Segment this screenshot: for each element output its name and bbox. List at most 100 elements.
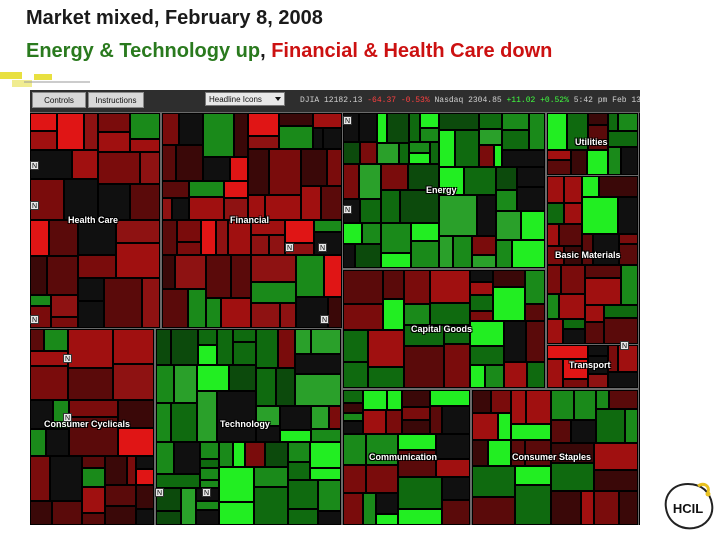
stock-cell[interactable] bbox=[383, 299, 404, 330]
stock-cell[interactable] bbox=[479, 129, 502, 145]
stock-cell[interactable] bbox=[156, 403, 171, 442]
stock-cell[interactable] bbox=[116, 220, 160, 243]
stock-cell[interactable] bbox=[472, 497, 515, 525]
stock-cell[interactable] bbox=[493, 270, 525, 287]
stock-cell[interactable] bbox=[404, 304, 430, 325]
stock-cell[interactable] bbox=[78, 220, 116, 255]
sector-communication[interactable]: Communication bbox=[342, 389, 471, 525]
stock-cell[interactable] bbox=[547, 203, 564, 224]
stock-cell[interactable] bbox=[231, 255, 251, 298]
stock-cell[interactable] bbox=[295, 374, 341, 406]
stock-cell[interactable] bbox=[398, 450, 436, 477]
stock-cell[interactable] bbox=[504, 362, 527, 388]
stock-cell[interactable] bbox=[229, 365, 256, 391]
stock-cell[interactable] bbox=[404, 346, 444, 388]
stock-cell[interactable] bbox=[387, 113, 409, 143]
stock-cell[interactable] bbox=[51, 317, 78, 328]
stock-cell[interactable] bbox=[387, 390, 402, 410]
stock-cell[interactable] bbox=[479, 113, 502, 129]
stock-cell[interactable] bbox=[69, 400, 118, 417]
stock-cell[interactable] bbox=[279, 113, 313, 126]
stock-cell[interactable] bbox=[140, 152, 160, 184]
stock-cell[interactable] bbox=[279, 126, 313, 149]
stock-cell[interactable] bbox=[381, 190, 400, 223]
stock-cell[interactable] bbox=[526, 321, 545, 362]
stock-cell[interactable] bbox=[571, 150, 587, 175]
stock-cell[interactable] bbox=[517, 167, 545, 187]
stock-cell[interactable] bbox=[46, 429, 69, 456]
stock-cell[interactable] bbox=[360, 142, 377, 164]
stock-cell[interactable] bbox=[582, 234, 593, 265]
stock-cell[interactable] bbox=[82, 513, 105, 525]
stock-cell[interactable] bbox=[196, 501, 219, 510]
stock-cell[interactable] bbox=[436, 459, 470, 477]
stock-cell[interactable] bbox=[318, 480, 341, 511]
stock-cell[interactable] bbox=[594, 491, 619, 525]
stock-cell[interactable] bbox=[68, 368, 113, 400]
sector-consumer-staples[interactable]: Consumer Staples bbox=[471, 389, 639, 525]
stock-cell[interactable] bbox=[593, 234, 619, 265]
stock-cell[interactable] bbox=[72, 150, 98, 179]
stock-cell[interactable] bbox=[355, 244, 381, 268]
stock-cell[interactable] bbox=[82, 456, 105, 468]
headline-icon[interactable]: N bbox=[343, 116, 352, 125]
stock-cell[interactable] bbox=[430, 142, 439, 164]
stock-cell[interactable] bbox=[608, 147, 621, 175]
stock-cell[interactable] bbox=[343, 421, 363, 434]
stock-cell[interactable] bbox=[216, 220, 228, 255]
stock-cell[interactable] bbox=[181, 488, 196, 525]
stock-cell[interactable] bbox=[206, 255, 231, 298]
stock-cell[interactable] bbox=[57, 113, 84, 150]
headline-icon[interactable]: N bbox=[343, 205, 352, 214]
stock-cell[interactable] bbox=[411, 223, 439, 241]
stock-cell[interactable] bbox=[162, 289, 188, 328]
stock-cell[interactable] bbox=[156, 511, 181, 525]
stock-cell[interactable] bbox=[444, 344, 470, 388]
stock-cell[interactable] bbox=[84, 113, 98, 150]
sector-energy[interactable]: Energy bbox=[342, 112, 546, 269]
stock-cell[interactable] bbox=[439, 195, 477, 236]
stock-cell[interactable] bbox=[582, 176, 599, 197]
sector-financial[interactable]: Financial bbox=[161, 112, 343, 329]
stock-cell[interactable] bbox=[472, 255, 496, 268]
stock-cell[interactable] bbox=[563, 329, 585, 344]
stock-cell[interactable] bbox=[551, 491, 581, 525]
stock-cell[interactable] bbox=[197, 365, 229, 391]
sector-basic-materials[interactable]: Basic Materials bbox=[546, 175, 639, 345]
stock-cell[interactable] bbox=[470, 295, 493, 311]
stock-cell[interactable] bbox=[233, 329, 256, 342]
stock-cell[interactable] bbox=[574, 390, 596, 420]
stock-cell[interactable] bbox=[439, 236, 453, 268]
headline-icon[interactable]: N bbox=[320, 315, 329, 324]
stock-cell[interactable] bbox=[162, 181, 189, 198]
stock-cell[interactable] bbox=[377, 143, 399, 164]
stock-cell[interactable] bbox=[404, 325, 444, 346]
headline-icon[interactable]: N bbox=[318, 243, 327, 252]
stock-cell[interactable] bbox=[221, 298, 251, 328]
stock-cell[interactable] bbox=[588, 356, 608, 374]
stock-cell[interactable] bbox=[30, 113, 57, 131]
stock-cell[interactable] bbox=[251, 255, 296, 282]
stock-cell[interactable] bbox=[563, 359, 588, 379]
stock-cell[interactable] bbox=[585, 322, 604, 344]
stock-cell[interactable] bbox=[604, 318, 638, 344]
stock-cell[interactable] bbox=[296, 255, 324, 297]
stock-cell[interactable] bbox=[343, 362, 368, 388]
stock-cell[interactable] bbox=[174, 365, 197, 403]
stock-cell[interactable] bbox=[525, 270, 545, 304]
stock-cell[interactable] bbox=[68, 329, 113, 368]
stock-cell[interactable] bbox=[311, 406, 329, 429]
stock-cell[interactable] bbox=[288, 509, 318, 525]
stock-cell[interactable] bbox=[142, 278, 160, 328]
stock-cell[interactable] bbox=[494, 145, 502, 167]
stock-cell[interactable] bbox=[251, 282, 296, 303]
stock-cell[interactable] bbox=[442, 477, 470, 500]
headline-icon[interactable]: N bbox=[30, 315, 39, 324]
stock-cell[interactable] bbox=[217, 329, 233, 365]
stock-cell[interactable] bbox=[206, 298, 221, 328]
stock-cell[interactable] bbox=[269, 149, 301, 195]
stock-cell[interactable] bbox=[609, 390, 638, 409]
stock-cell[interactable] bbox=[547, 224, 559, 246]
stock-cell[interactable] bbox=[547, 265, 561, 294]
stock-cell[interactable] bbox=[521, 211, 545, 240]
